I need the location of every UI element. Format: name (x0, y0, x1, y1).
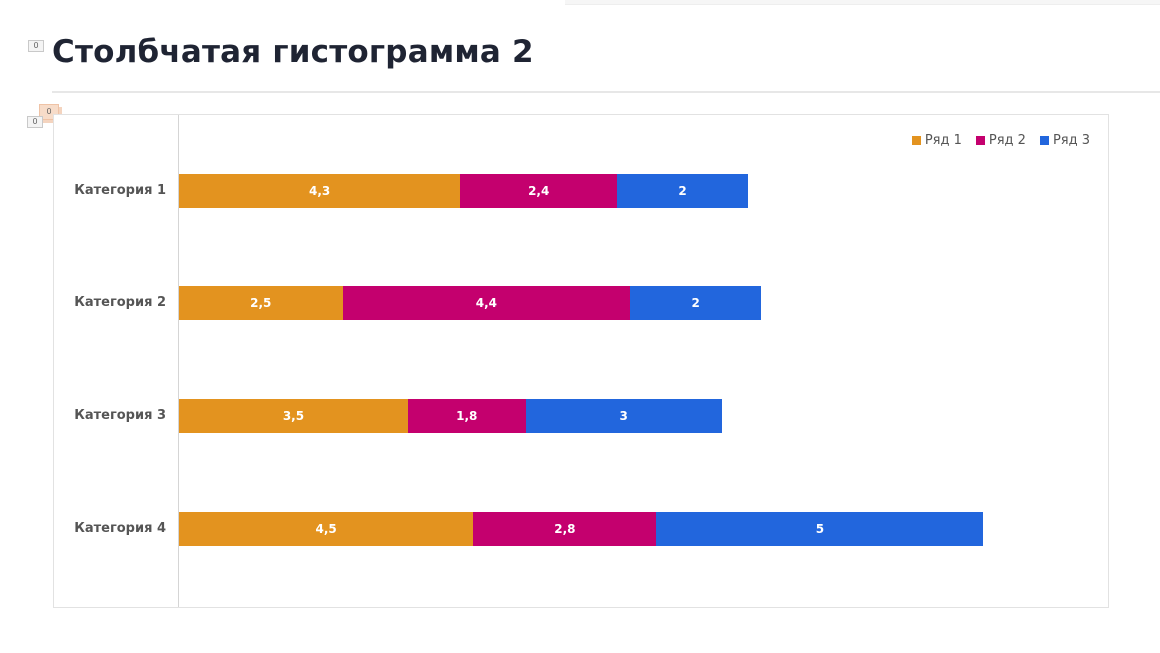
category-axis (178, 115, 179, 607)
bar-segment-series-1[interactable]: 4,3 (179, 174, 461, 208)
bar-segment-series-3[interactable]: 2 (630, 286, 762, 320)
category-label: Категория 4 (74, 521, 166, 536)
bar-segment-series-1[interactable]: 2,5 (179, 286, 343, 320)
bar-segment-series-1[interactable]: 3,5 (179, 399, 408, 433)
legend-swatch-icon (1039, 136, 1049, 145)
bar-segment-series-3[interactable]: 2 (617, 174, 748, 208)
legend-item-series-2[interactable]: Ряд 2 (975, 133, 1026, 148)
legend-item-series-3[interactable]: Ряд 3 (1039, 133, 1090, 148)
bar-segment-series-3[interactable]: 3 (525, 399, 722, 433)
bar-row: 4,3 2,4 2 (179, 174, 748, 208)
legend-label: Ряд 2 (988, 133, 1026, 148)
bar-row: 2,5 4,4 2 (179, 286, 762, 320)
title-divider (52, 91, 1160, 93)
category-label: Категория 2 (74, 295, 166, 310)
legend-label: Ряд 3 (1052, 133, 1090, 148)
bar-segment-series-2[interactable]: 1,8 (407, 399, 526, 433)
category-label: Категория 1 (74, 183, 166, 198)
legend-label: Ряд 1 (924, 133, 962, 148)
chart-badge: 0 (27, 116, 43, 128)
top-bar (565, 0, 1160, 5)
legend-swatch-icon (975, 136, 985, 145)
legend-swatch-icon (911, 136, 921, 145)
bar-segment-series-2[interactable]: 2,4 (460, 174, 618, 208)
page-title: Столбчатая гистограмма 2 (52, 34, 534, 70)
chart: Ряд 1 Ряд 2 Ряд 3 Категория 1 4,3 2,4 2 Кате… (53, 114, 1109, 608)
bar-segment-series-2[interactable]: 2,8 (473, 512, 657, 546)
bar-segment-series-2[interactable]: 4,4 (342, 286, 631, 320)
title-badge: 0 (28, 40, 44, 52)
bar-segment-series-1[interactable]: 4,5 (179, 512, 474, 546)
legend-item-series-1[interactable]: Ряд 1 (911, 133, 962, 148)
bar-row: 3,5 1,8 3 (179, 399, 722, 433)
bar-segment-series-3[interactable]: 5 (656, 512, 984, 546)
legend: Ряд 1 Ряд 2 Ряд 3 (911, 133, 1090, 148)
category-label: Категория 3 (74, 408, 166, 423)
bar-row: 4,5 2,8 5 (179, 512, 984, 546)
